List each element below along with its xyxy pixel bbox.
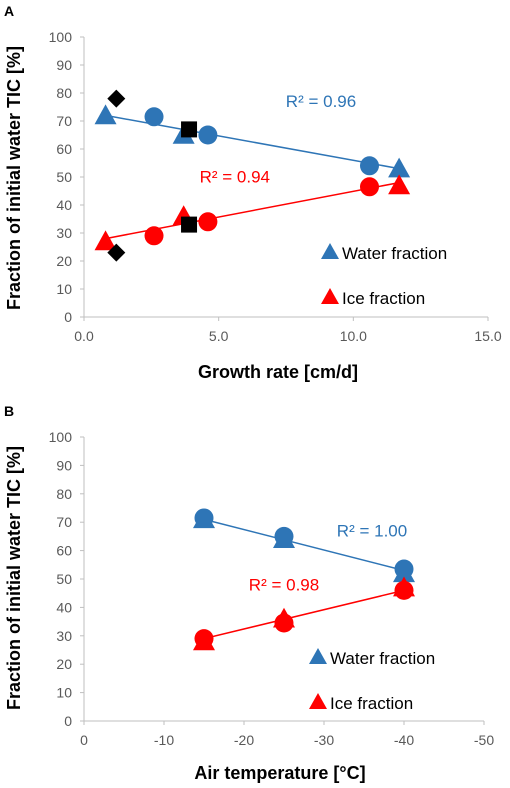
- panel-b-legend-triangle-icon: [309, 693, 327, 709]
- panel-a-y-tick-label: 50: [56, 169, 72, 185]
- panel-b-y-tick-label: 0: [64, 713, 72, 729]
- panel-b-legend-triangle-icon: [309, 648, 327, 664]
- panel-b-plot: 0 10 20 30 40 50 60 70 80 90 100 0 -10 -20 -30 -40 -50 R²…: [49, 429, 495, 748]
- panel-b-r2-label-water: R² = 1.00: [337, 521, 407, 540]
- panel-b-x-tick-label: -50: [474, 732, 494, 748]
- panel-b-circle-point: [194, 629, 214, 649]
- panel-b-y-tick-label: 30: [56, 628, 72, 644]
- panel-b-legend-label: Ice fraction: [330, 694, 413, 713]
- panel-a-legend-label: Water fraction: [342, 244, 447, 263]
- panel-a-circle-point: [198, 212, 218, 232]
- panel-b-y-tick-label: 20: [56, 656, 72, 672]
- panel-a-triangle-point: [94, 104, 117, 125]
- panel-b-circle-point: [194, 508, 214, 528]
- panel-a-x-tick-label: 15.0: [474, 328, 501, 344]
- panel-a-r2-label-water: R² = 0.96: [286, 92, 356, 111]
- panel-b-x-tick-label: 0: [80, 732, 88, 748]
- panel-a-y-tick-label: 40: [56, 197, 72, 213]
- panel-a-x-axis-label: Growth rate [cm/d]: [198, 362, 358, 382]
- panel-a-circle-point: [144, 107, 164, 127]
- panel-a-x-tick-label: 5.0: [209, 328, 229, 344]
- panel-a-circle-point: [359, 177, 379, 197]
- panel-a-y-tick-label: 80: [56, 85, 72, 101]
- panel-a-plot: 0 10 20 30 40 50 60 70 80 90 100 0.0 5.0 10.0 15.0 R² =…: [49, 29, 502, 344]
- panel-a-circle-point: [144, 226, 164, 246]
- panel-a-legend-triangle-icon: [321, 243, 339, 259]
- panel-b-r2-label-ice: R² = 0.98: [249, 575, 319, 594]
- panel-a-diamond-point: [107, 89, 126, 108]
- panel-b-legend-label: Water fraction: [330, 649, 435, 668]
- panel-b-y-tick-label: 50: [56, 571, 72, 587]
- panel-b-circle-point: [274, 526, 294, 546]
- panel-a-y-tick-label: 70: [56, 113, 72, 129]
- panel-a-circle-point: [198, 125, 218, 145]
- panel-a-y-tick-label: 30: [56, 225, 72, 241]
- panel-a-y-axis-label: Fraction of initial water TIC [%]: [4, 46, 24, 310]
- panel-a-legend-label: Ice fraction: [342, 289, 425, 308]
- panel-a-triangle-point: [388, 174, 411, 195]
- panel-b-trendline-ice: [203, 589, 405, 640]
- panel-b-circle-point: [394, 559, 414, 579]
- panel-a-y-tick-label: 90: [56, 57, 72, 73]
- panel-a-r2-label-ice: R² = 0.94: [200, 168, 270, 187]
- panel-a-y-tick-label: 20: [56, 253, 72, 269]
- panel-b-x-tick-label: -30: [314, 732, 334, 748]
- panel-b-x-tick-label: -40: [394, 732, 414, 748]
- panel-b-y-tick-label: 100: [49, 429, 73, 445]
- panel-b-x-axis-label: Air temperature [°C]: [194, 763, 365, 783]
- panel-a-diamond-point: [107, 243, 126, 262]
- panel-b-y-tick-label: 10: [56, 685, 72, 701]
- panel-b-y-tick-label: 60: [56, 543, 72, 559]
- panel-b-x-tick-label: -10: [154, 732, 174, 748]
- panel-b-letter: B: [4, 403, 14, 419]
- panel-a-circle-point: [359, 156, 379, 176]
- panel-b-y-tick-label: 90: [56, 457, 72, 473]
- panel-b-x-tick-label: -20: [234, 732, 254, 748]
- panel-a-legend-triangle-icon: [321, 288, 339, 304]
- panel-a-y-tick-label: 10: [56, 281, 72, 297]
- panel-b-circle-point: [274, 613, 294, 633]
- panel-b-y-tick-label: 70: [56, 514, 72, 530]
- panel-a-square-point: [181, 121, 198, 138]
- panel-a-square-point: [181, 216, 198, 233]
- panel-a-triangle-point: [388, 157, 411, 178]
- panel-a-triangle-point: [94, 230, 117, 251]
- panel-a-x-tick-label: 0.0: [74, 328, 94, 344]
- panel-a-x-tick-label: 10.0: [340, 328, 367, 344]
- panel-a-y-tick-label: 100: [49, 29, 73, 45]
- panel-b-y-axis-label: Fraction of initial water TIC [%]: [4, 446, 24, 710]
- panel-b-y-tick-label: 80: [56, 486, 72, 502]
- panel-a-y-tick-label: 60: [56, 141, 72, 157]
- panel-a-y-tick-label: 0: [64, 309, 72, 325]
- panel-b-circle-point: [394, 580, 414, 600]
- panel-b-y-tick-label: 40: [56, 599, 72, 615]
- panel-a-letter: A: [4, 3, 14, 19]
- panel-b-trendline-water: [203, 518, 405, 572]
